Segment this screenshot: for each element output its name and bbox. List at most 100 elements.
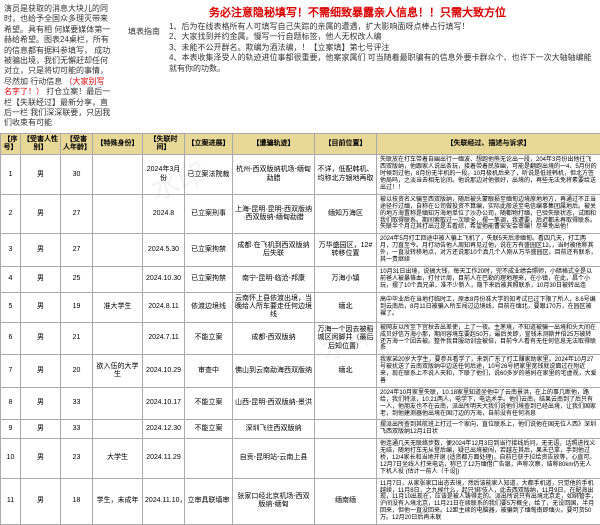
cell-stat[interactable]: 已立案法院裁 <box>185 155 233 194</box>
table-row[interactable]: 8男33 2024.10.17不能立案山西-昆明-西双版纳-景洪 2024年10月家… <box>1 387 600 420</box>
cell-id[interactable] <box>93 266 143 292</box>
cell-stat[interactable]: 不能立案 <box>185 387 233 420</box>
table-row[interactable]: 10男23大学生2024.11.29 自贡-昆明站-云南上县 他连通几天无联络步数，… <box>1 439 600 478</box>
cell-sex[interactable]: 男 <box>21 194 61 233</box>
cell-time[interactable]: 2024.10.17 <box>143 387 185 420</box>
cell-desc[interactable]: 2024年5月打工回途中被人骗上飞机了，失联5天后渗缅甸。看四几天，打工两月，刀… <box>377 234 600 267</box>
cell-pos[interactable]: 缅知万海区 <box>315 194 377 233</box>
cell-sex[interactable]: 男 <box>21 439 61 478</box>
cell-trk[interactable]: 上海-昆明·昆明-西双版纳·西双版纳-缅甸勐腊 <box>233 194 315 233</box>
cell-pos[interactable]: 缅北 <box>315 292 377 322</box>
cell-pos[interactable]: 万海小镇 <box>315 266 377 292</box>
cell-id[interactable] <box>93 155 143 194</box>
cell-sex[interactable]: 男 <box>21 387 61 420</box>
cell-sex[interactable]: 男 <box>21 420 61 439</box>
cell-trk[interactable]: 自贡-昆明站-云南上县 <box>233 439 315 478</box>
cell-id[interactable] <box>93 234 143 267</box>
cell-id[interactable] <box>93 194 143 233</box>
cell-time[interactable]: 2024.10.30 <box>143 266 185 292</box>
cell-stat[interactable]: 已立案拘禁 <box>185 266 233 292</box>
cell-seq[interactable]: 11 <box>1 478 21 524</box>
cell-age[interactable]: 23 <box>61 439 93 478</box>
cell-time[interactable]: 2024年3月份 <box>143 155 185 194</box>
cell-time[interactable]: 2024.12.30 <box>143 420 185 439</box>
cell-trk[interactable]: 成都-西双版纳 <box>233 322 315 355</box>
col-stat[interactable]: 【立案进展】 <box>185 133 233 155</box>
table-row[interactable]: 9男332024.12.30不能立案深圳飞往西双版纳摆派出所查到其航班上打过一个… <box>1 420 600 439</box>
cell-id[interactable] <box>93 322 143 355</box>
cell-age[interactable]: 18 <box>61 478 93 524</box>
col-seq[interactable]: 【序号】 <box>1 133 21 155</box>
cell-desc[interactable]: 10月31日出境，说搞大钱，每天工作20时，完不成业绩会照师，小暗格式全是以前爸… <box>377 266 600 292</box>
cell-trk[interactable]: 成都·在飞机到西双版纳后失联 <box>233 234 315 267</box>
col-time[interactable]: 【失联时间】 <box>143 133 185 155</box>
cell-id[interactable] <box>93 387 143 420</box>
cell-desc[interactable]: 2024年10月家里失联，10.18家里知道坐他中了云南景洪，在上的事几断他，路… <box>377 387 600 420</box>
cell-age[interactable]: 27 <box>61 194 93 233</box>
table-row[interactable]: 3男272024.5.30已立案拘禁成都·在飞机到西双版纳后失联万华盛园区，12… <box>1 234 600 267</box>
cell-seq[interactable]: 8 <box>1 387 21 420</box>
table-row[interactable]: 5男19准大学生2024.8.11依渡边境线云南怀上县依渡出境，当晚给人所车要走… <box>1 292 600 322</box>
cell-age[interactable]: 19 <box>61 292 93 322</box>
cell-pos[interactable]: 万华盛园区，12# 转移位置 <box>315 234 377 267</box>
col-trk[interactable]: 【遭骗轨迹】 <box>233 133 315 155</box>
cell-time[interactable]: 2024.8.11 <box>143 292 185 322</box>
cell-seq[interactable]: 5 <box>1 292 21 322</box>
col-pos[interactable]: 【目前位置】 <box>315 133 377 155</box>
cell-id[interactable]: 大学生 <box>93 439 143 478</box>
cell-trk[interactable]: 山西-昆明-西双版纳-景洪 <box>233 387 315 420</box>
cell-seq[interactable]: 9 <box>1 420 21 439</box>
col-id[interactable]: 【特殊身份】 <box>93 133 143 155</box>
cell-desc[interactable]: 被网友以所至下宫秋去出差使，上了一夜。主茅境，不知道被骗一出境和头大间在成贝好信… <box>377 322 600 355</box>
cell-desc[interactable]: 被以技资名义骗至西双版纳，随后被头蒙眼损至缅甸边境原地地方，再通过不正当途径拧过… <box>377 194 600 233</box>
cell-seq[interactable]: 7 <box>1 355 21 388</box>
cell-stat[interactable]: 已立案刑事 <box>185 194 233 233</box>
table-row[interactable]: 4男25 2024.10.30已立案拘禁南宁-昆明-临沧-邦康万海小镇10月31日… <box>1 266 600 292</box>
cell-stat[interactable]: 审查中 <box>185 355 233 388</box>
cell-trk[interactable]: 佛山到云南勐海西双版纳 <box>233 355 315 388</box>
table-row[interactable]: 2男272024.8已立案刑事上海-昆明·昆明-西双版纳·西双版纳-缅甸勐腊缅知… <box>1 194 600 233</box>
col-desc[interactable]: 【失联经过、描述与诉求】 <box>377 133 600 155</box>
cell-stat[interactable]: 不能立案 <box>185 322 233 355</box>
cell-trk[interactable]: 张家口经北京机场-西双版纳-缅甸 <box>233 478 315 524</box>
cell-seq[interactable]: 10 <box>1 439 21 478</box>
cell-stat[interactable]: 不能立案 <box>185 420 233 439</box>
cell-trk[interactable]: 杭州-西双版纳机场-缅甸勐腊 <box>233 155 315 194</box>
cell-sex[interactable]: 男 <box>21 322 61 355</box>
cell-pos[interactable]: 不详，低配韩机、均称北方银地再取 <box>315 155 377 194</box>
cell-age[interactable]: 27 <box>61 234 93 267</box>
cell-age[interactable]: 20 <box>61 355 93 388</box>
cell-seq[interactable]: 3 <box>1 234 21 267</box>
cell-sex[interactable]: 男 <box>21 266 61 292</box>
cell-time[interactable]: 2024.7.11 <box>143 322 185 355</box>
cell-age[interactable]: 25 <box>61 266 93 292</box>
cell-stat[interactable]: 依渡边境线 <box>185 292 233 322</box>
table-row[interactable]: 1男302024年3月份已立案法院裁杭州-西双版纳机场-缅甸勐腊不详，低配韩机、… <box>1 155 600 194</box>
cell-seq[interactable]: 6 <box>1 322 21 355</box>
cell-seq[interactable]: 1 <box>1 155 21 194</box>
cell-time[interactable]: 2024.11.29 <box>143 439 185 478</box>
cell-sex[interactable]: 男 <box>21 355 61 388</box>
cell-trk[interactable]: 云南怀上县依渡出境，当晚给人所车要走任何边境线 <box>233 292 315 322</box>
cell-seq[interactable]: 4 <box>1 266 21 292</box>
cell-seq[interactable]: 2 <box>1 194 21 233</box>
cell-age[interactable]: 30 <box>61 155 93 194</box>
cell-desc[interactable]: 摆派出所查到其航班上打过一个家向，直位联系上，他们说他在国无位人西》深圳飞西双版… <box>377 420 600 439</box>
cell-stat[interactable]: 已立案拘禁 <box>185 234 233 267</box>
cell-pos[interactable]: 万海一个因去被稻城区闲脚并（最后后知位置） <box>315 322 377 355</box>
col-sex[interactable]: 【受害人性别】 <box>21 133 61 155</box>
cell-trk[interactable]: 南宁-昆明-临沧-邦康 <box>233 266 315 292</box>
table-row[interactable]: 11男18学生，未成年2024.11.10，立审具联填审张家口经北京机场-西双版… <box>1 478 600 524</box>
cell-desc[interactable]: 失联放在打车带着自幽出行一缅波、想跑他熊无论出一段，204年3月份出他往飞西双版… <box>377 155 600 194</box>
cell-age[interactable]: 33 <box>61 387 93 420</box>
cell-id[interactable]: 学生，未成年 <box>93 478 143 524</box>
table-row[interactable]: 6男212024.7.11不能立案成都-西双版纳万海一个因去被稻城区闲脚并（最后… <box>1 322 600 355</box>
cell-pos[interactable]: 缅南缅 <box>315 478 377 524</box>
cell-desc[interactable]: 高中毕业后在当地打临时工，原本8月份准大学的知考试已过下限了所人，8.6号编到云… <box>377 292 600 322</box>
cell-age[interactable]: 33 <box>61 420 93 439</box>
cell-sex[interactable]: 男 <box>21 234 61 267</box>
col-age[interactable]: 【受害人年龄】 <box>61 133 93 155</box>
cell-desc[interactable]: 他连通几天无联络步数，便2024年12月3日到当行接线后问，无无语，话照进找义无… <box>377 439 600 478</box>
cell-pos[interactable] <box>315 420 377 439</box>
cell-desc[interactable]: 11月7日，从家张家口出态去境，然后该能家人知道，大都手机道，只觉他的手机越续，… <box>377 478 600 524</box>
